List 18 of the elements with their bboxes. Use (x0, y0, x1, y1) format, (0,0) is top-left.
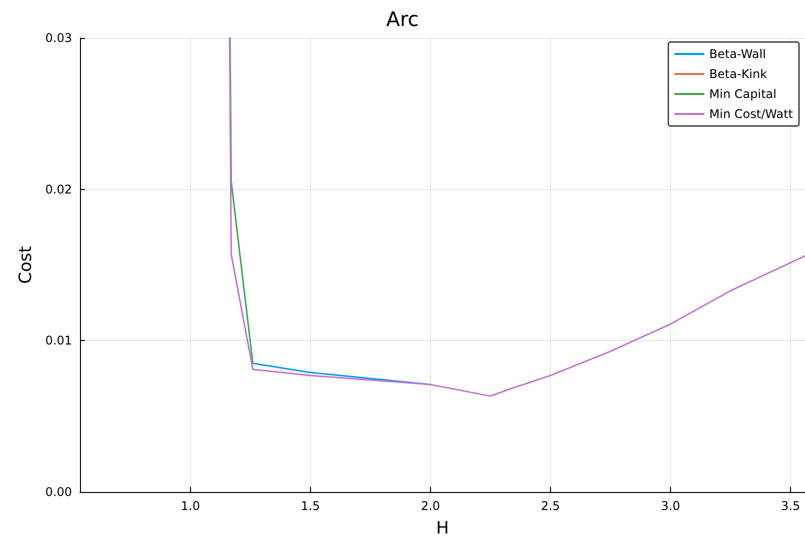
legend-label: Min Capital (709, 87, 776, 101)
x-axis-title: H (436, 518, 449, 538)
x-tick-label: 3.5 (781, 499, 800, 513)
chart-title: Arc (386, 7, 419, 31)
legend-label: Min Cost/Watt (709, 107, 794, 121)
x-tick-label: 2.5 (540, 499, 560, 513)
y-tick-label: 0.01 (45, 334, 72, 348)
x-tick-label: 1.0 (180, 499, 200, 513)
y-tick-label: 0.00 (45, 485, 72, 499)
x-tick-label: 2.0 (420, 499, 440, 513)
legend-label: Beta-Wall (709, 47, 766, 61)
x-tick-label: 1.5 (300, 499, 320, 513)
x-tick-label: 3.0 (661, 499, 680, 513)
y-tick-label: 0.02 (45, 182, 72, 196)
y-tick-label: 0.03 (45, 31, 72, 45)
y-axis-title: Cost (16, 246, 36, 284)
legend-label: Beta-Kink (709, 67, 768, 81)
line-series (228, 37, 805, 397)
